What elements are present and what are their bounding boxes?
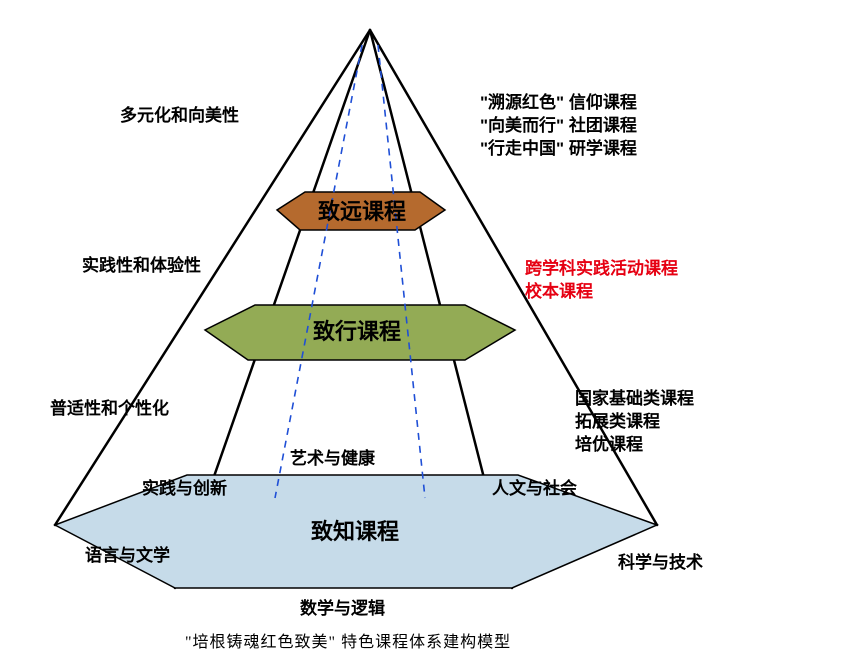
base-lang: 语言与文学	[85, 545, 170, 568]
base-human: 人文与社会	[492, 478, 577, 501]
tier-middle-label: 致行课程	[313, 314, 401, 346]
right-courses-top: "溯源红色" 信仰课程"向美而行" 社团课程"行走中国" 研学课程	[480, 92, 637, 161]
base-practice: 实践与创新	[142, 478, 227, 501]
base-sci: 科学与技术	[618, 552, 703, 575]
left-attr-bot: 普适性和个性化	[50, 398, 169, 421]
pyramid-diagram: 致远课程 致行课程 致知课程 多元化和向美性 实践性和体验性 普适性和个性化 "…	[0, 0, 845, 668]
tier-bottom-label: 致知课程	[311, 514, 399, 546]
base-math: 数学与逻辑	[300, 598, 385, 621]
left-attr-mid: 实践性和体验性	[82, 255, 201, 278]
inner-dashed-lines	[275, 45, 425, 498]
right-courses-bot: 国家基础类课程拓展类课程培优课程	[575, 388, 694, 457]
left-attr-top: 多元化和向美性	[120, 105, 239, 128]
base-art: 艺术与健康	[290, 448, 375, 471]
caption: "培根铸魂红色致美" 特色课程体系建构模型	[185, 632, 511, 654]
tier-top-label: 致远课程	[318, 194, 406, 226]
right-courses-mid: 跨学科实践活动课程校本课程	[525, 258, 678, 304]
